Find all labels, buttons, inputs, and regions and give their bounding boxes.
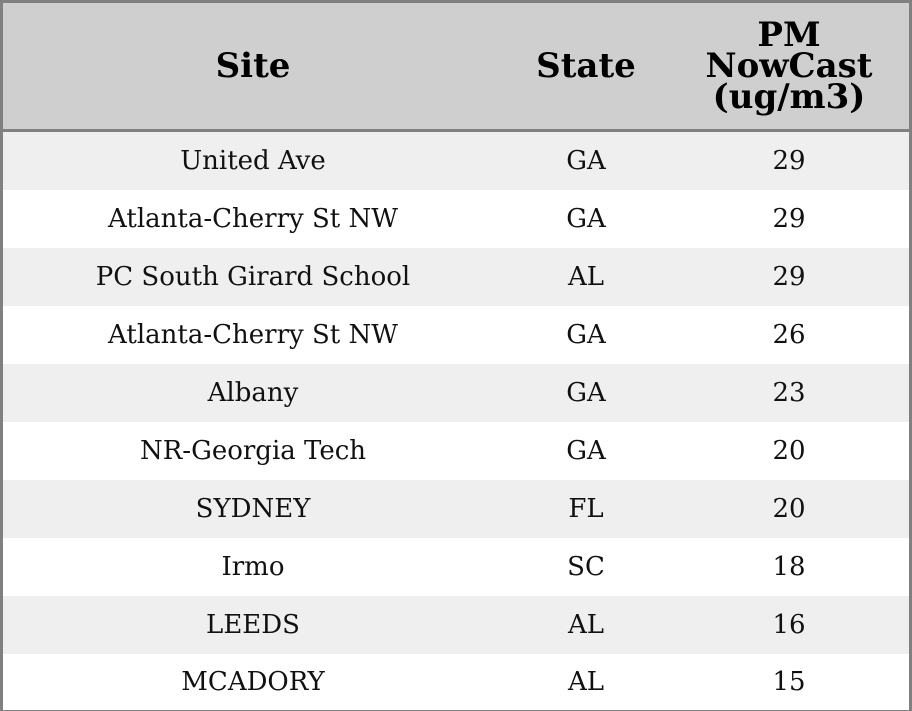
- cell-state: AL: [503, 596, 669, 654]
- cell-pm-nowcast: 15: [669, 654, 909, 710]
- cell-site: Atlanta-Cherry St NW: [3, 190, 503, 248]
- cell-pm-nowcast: 29: [669, 248, 909, 306]
- cell-site: United Ave: [3, 130, 503, 190]
- column-header-state: State: [503, 3, 669, 132]
- cell-site: MCADORY: [3, 654, 503, 710]
- table-row: PC South Girard School AL 29: [3, 248, 909, 306]
- column-header-pm-line-2: NowCast: [705, 45, 873, 86]
- table-row: Atlanta-Cherry St NW GA 29: [3, 190, 909, 248]
- cell-state: SC: [503, 538, 669, 596]
- column-header-pm-line-3: (ug/m3): [712, 76, 866, 117]
- table-row: LEEDS AL 16: [3, 596, 909, 654]
- column-header-pm-line-1: PM: [757, 14, 821, 55]
- table-row: Albany GA 23: [3, 364, 909, 422]
- cell-state: GA: [503, 130, 669, 190]
- table-row: SYDNEY FL 20: [3, 480, 909, 538]
- cell-pm-nowcast: 23: [669, 364, 909, 422]
- cell-site: Irmo: [3, 538, 503, 596]
- cell-site: SYDNEY: [3, 480, 503, 538]
- cell-pm-nowcast: 16: [669, 596, 909, 654]
- table-row: Irmo SC 18: [3, 538, 909, 596]
- cell-site: Albany: [3, 364, 503, 422]
- cell-site: LEEDS: [3, 596, 503, 654]
- cell-pm-nowcast: 29: [669, 130, 909, 190]
- table-row: Atlanta-Cherry St NW GA 26: [3, 306, 909, 364]
- cell-state: GA: [503, 422, 669, 480]
- cell-site: PC South Girard School: [3, 248, 503, 306]
- table-row: NR-Georgia Tech GA 20: [3, 422, 909, 480]
- column-header-site: Site: [3, 3, 503, 132]
- cell-state: GA: [503, 364, 669, 422]
- table-header: Site State PM NowCast (ug/m3): [3, 3, 909, 132]
- cell-pm-nowcast: 20: [669, 480, 909, 538]
- column-header-pm-nowcast: PM NowCast (ug/m3): [669, 3, 909, 132]
- cell-state: GA: [503, 306, 669, 364]
- pm-nowcast-table: Site State PM NowCast (ug/m3) United Ave…: [3, 3, 909, 710]
- column-header-state-line: State: [536, 45, 636, 86]
- cell-site: Atlanta-Cherry St NW: [3, 306, 503, 364]
- cell-pm-nowcast: 18: [669, 538, 909, 596]
- cell-state: FL: [503, 480, 669, 538]
- cell-state: AL: [503, 654, 669, 710]
- column-header-site-line: Site: [215, 45, 291, 86]
- header-row: Site State PM NowCast (ug/m3): [3, 3, 909, 132]
- cell-pm-nowcast: 29: [669, 190, 909, 248]
- table-row: United Ave GA 29: [3, 130, 909, 190]
- cell-state: AL: [503, 248, 669, 306]
- cell-pm-nowcast: 26: [669, 306, 909, 364]
- cell-site: NR-Georgia Tech: [3, 422, 503, 480]
- table-row: MCADORY AL 15: [3, 654, 909, 710]
- cell-pm-nowcast: 20: [669, 422, 909, 480]
- table-body: United Ave GA 29 Atlanta-Cherry St NW GA 29 PC…: [3, 130, 909, 710]
- cell-state: GA: [503, 190, 669, 248]
